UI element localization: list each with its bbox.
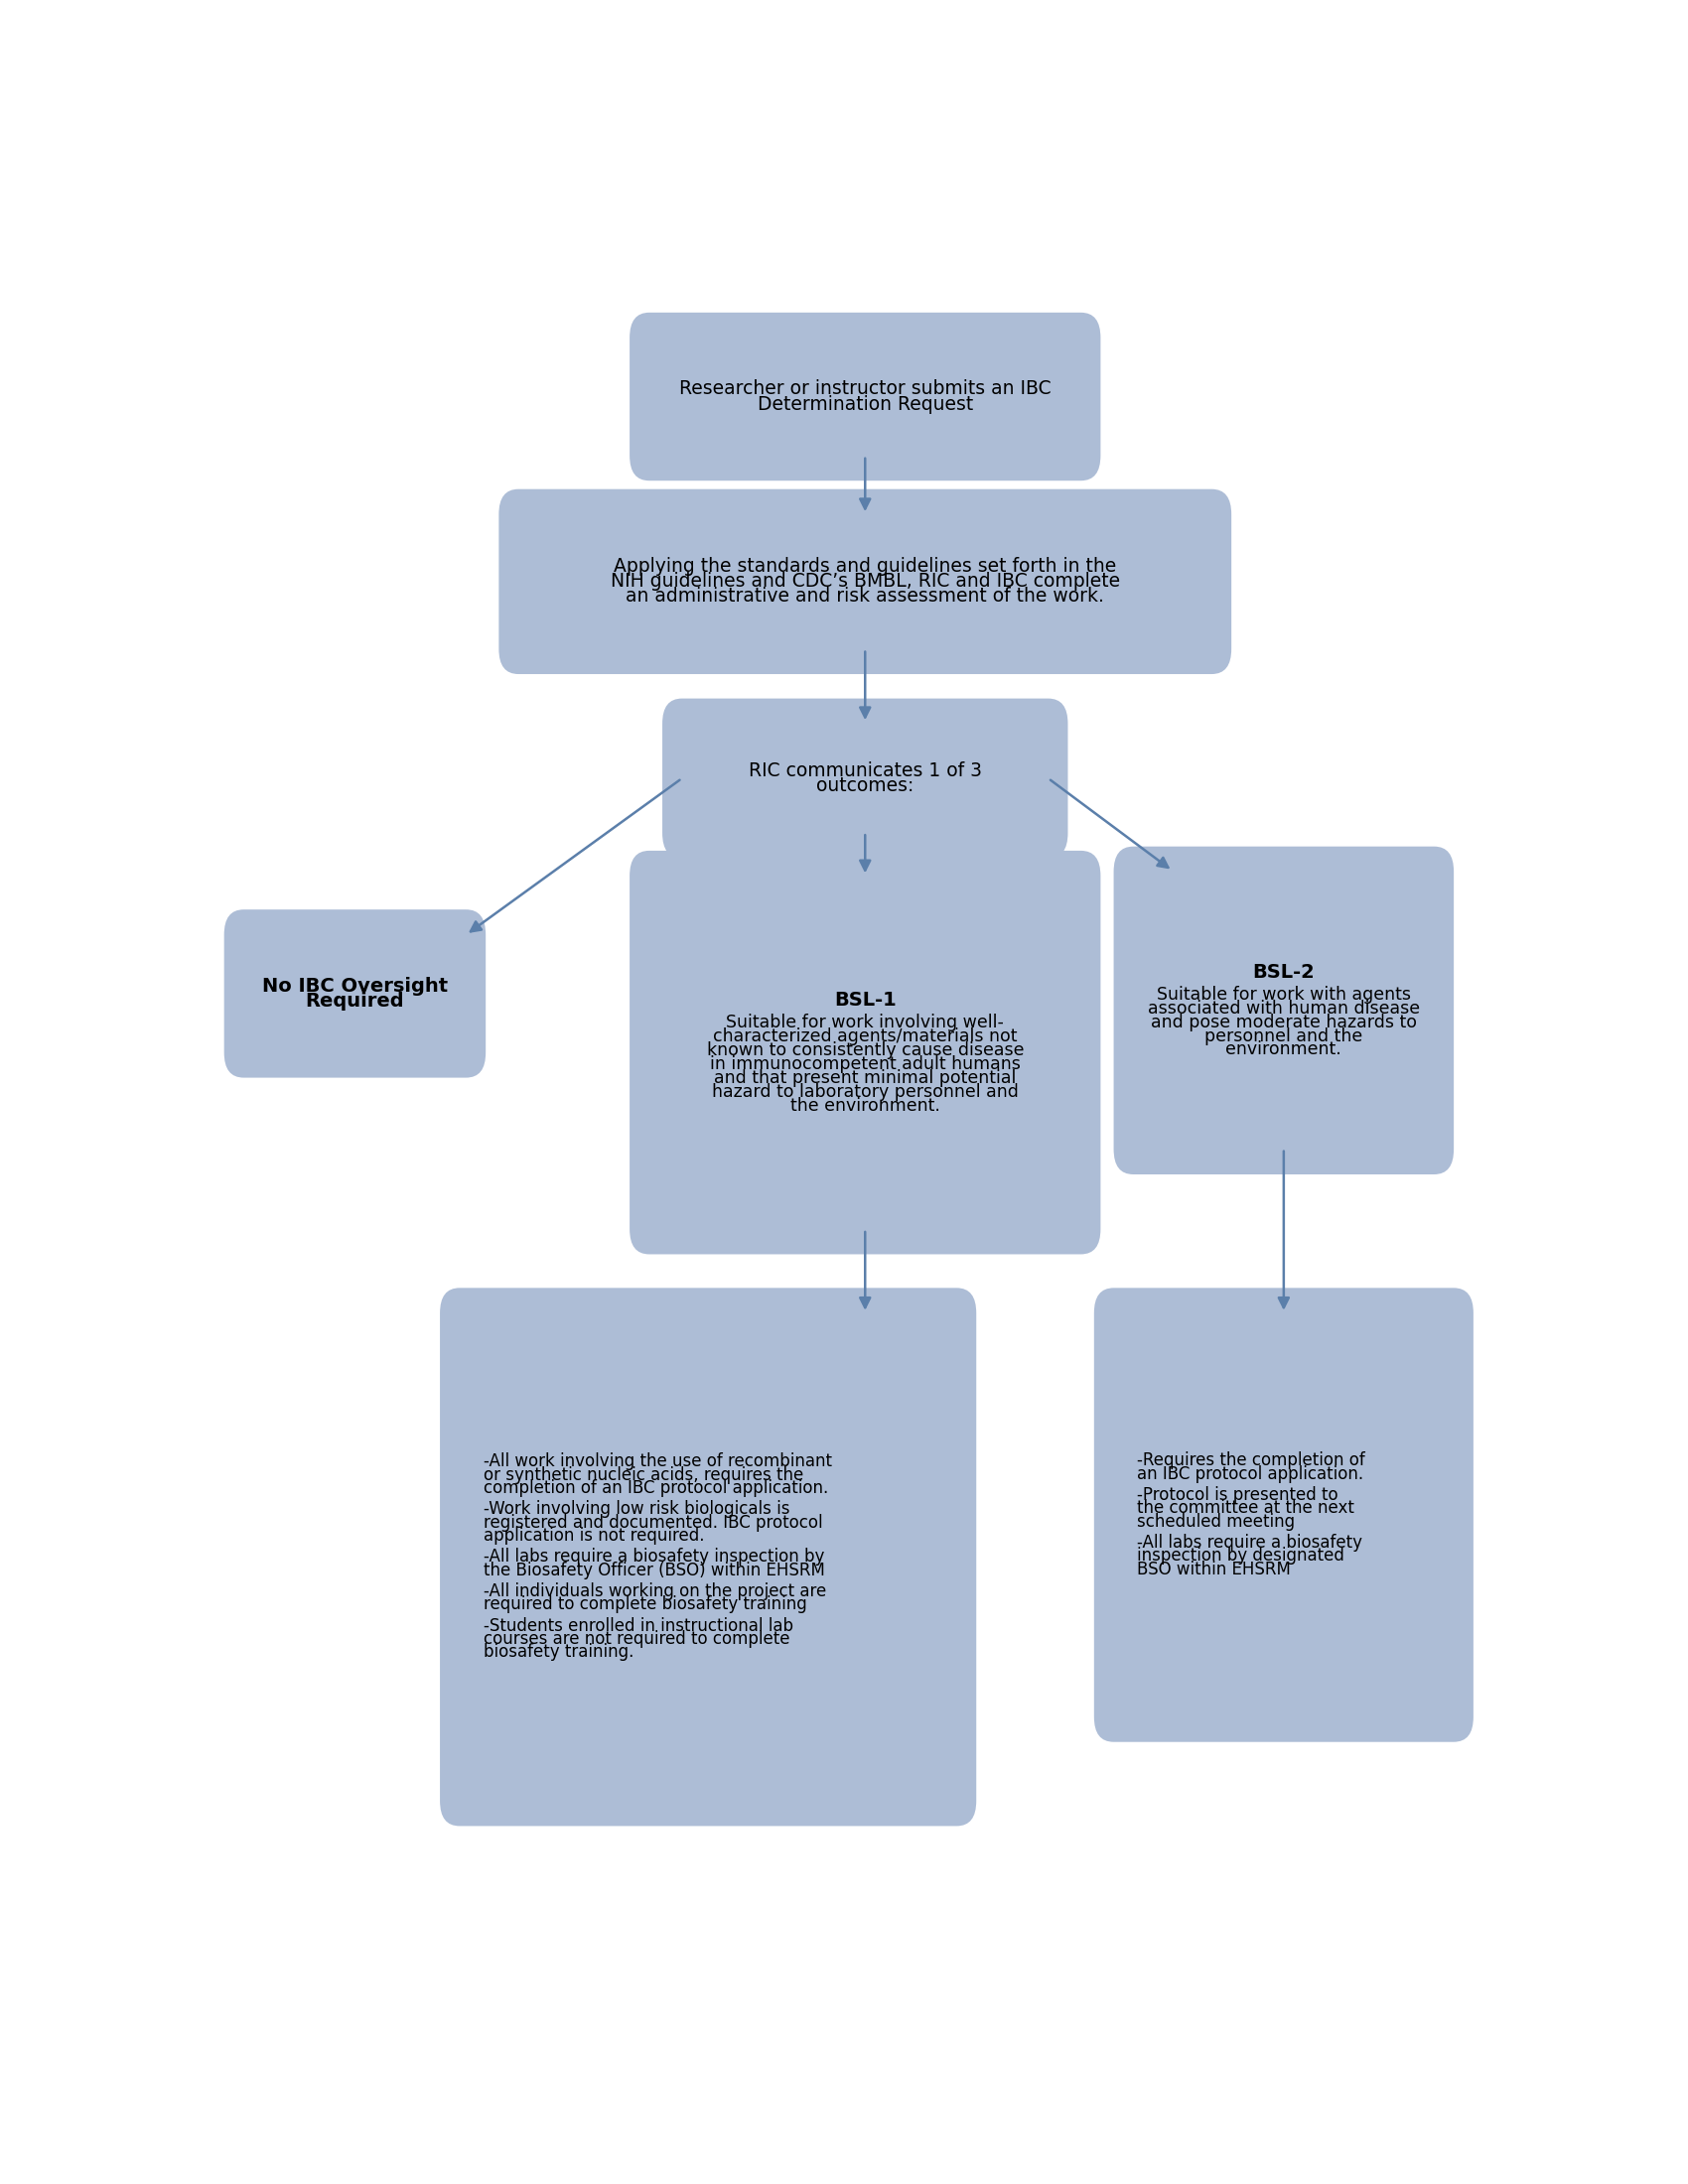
Text: courses are not required to complete: courses are not required to complete (483, 1629, 790, 1649)
Text: Researcher or instructor submits an IBC: Researcher or instructor submits an IBC (679, 380, 1052, 397)
Text: personnel and the: personnel and the (1205, 1026, 1362, 1044)
FancyBboxPatch shape (441, 1289, 976, 1826)
Text: Applying the standards and guidelines set forth in the: Applying the standards and guidelines se… (614, 557, 1116, 577)
Text: hazard to laboratory personnel and: hazard to laboratory personnel and (712, 1083, 1018, 1101)
Text: NIH guidelines and CDC’s BMBL, RIC and IBC complete: NIH guidelines and CDC’s BMBL, RIC and I… (611, 572, 1119, 592)
Text: application is not required.: application is not required. (483, 1527, 704, 1544)
Text: BSL-2: BSL-2 (1252, 963, 1315, 981)
Text: the Biosafety Officer (BSO) within EHSRM: the Biosafety Officer (BSO) within EHSRM (483, 1562, 824, 1579)
Text: Determination Request: Determination Request (758, 395, 972, 413)
Text: -Protocol is presented to: -Protocol is presented to (1138, 1485, 1339, 1505)
Text: or synthetic nucleic acids, requires the: or synthetic nucleic acids, requires the (483, 1465, 803, 1483)
FancyBboxPatch shape (498, 489, 1232, 675)
Text: biosafety training.: biosafety training. (483, 1642, 633, 1662)
Text: and that present minimal potential: and that present minimal potential (714, 1068, 1016, 1088)
Text: environment.: environment. (1225, 1042, 1342, 1059)
Text: Suitable for work involving well-: Suitable for work involving well- (726, 1013, 1004, 1031)
Text: BSO within EHSRM: BSO within EHSRM (1138, 1559, 1291, 1579)
Text: No IBC Oversight: No IBC Oversight (262, 976, 447, 996)
Text: the committee at the next: the committee at the next (1138, 1500, 1354, 1518)
FancyBboxPatch shape (225, 909, 486, 1077)
Text: completion of an IBC protocol application.: completion of an IBC protocol applicatio… (483, 1479, 827, 1498)
Text: -Work involving low risk biologicals is: -Work involving low risk biologicals is (483, 1500, 790, 1518)
Text: registered and documented. IBC protocol: registered and documented. IBC protocol (483, 1514, 822, 1531)
FancyBboxPatch shape (1114, 847, 1453, 1175)
FancyBboxPatch shape (1094, 1289, 1474, 1743)
FancyBboxPatch shape (630, 850, 1101, 1254)
Text: the environment.: the environment. (790, 1096, 940, 1114)
FancyBboxPatch shape (630, 312, 1101, 480)
Text: -All individuals working on the project are: -All individuals working on the project … (483, 1583, 825, 1601)
Text: an IBC protocol application.: an IBC protocol application. (1138, 1465, 1364, 1483)
Text: in immunocompetent adult humans: in immunocompetent adult humans (709, 1055, 1021, 1072)
Text: required to complete biosafety training: required to complete biosafety training (483, 1597, 807, 1614)
Text: characterized agents/materials not: characterized agents/materials not (712, 1026, 1018, 1046)
Text: -All labs require a biosafety inspection by: -All labs require a biosafety inspection… (483, 1548, 824, 1566)
Text: -All labs require a biosafety: -All labs require a biosafety (1138, 1533, 1362, 1551)
Text: outcomes:: outcomes: (817, 775, 913, 795)
Text: BSL-1: BSL-1 (834, 992, 896, 1009)
Text: RIC communicates 1 of 3: RIC communicates 1 of 3 (748, 762, 982, 780)
Text: -Requires the completion of: -Requires the completion of (1138, 1452, 1366, 1470)
Text: -All work involving the use of recombinant: -All work involving the use of recombina… (483, 1452, 832, 1470)
Text: Required: Required (306, 992, 405, 1011)
Text: known to consistently cause disease: known to consistently cause disease (707, 1042, 1023, 1059)
Text: -Students enrolled in instructional lab: -Students enrolled in instructional lab (483, 1616, 793, 1634)
FancyBboxPatch shape (662, 699, 1069, 858)
Text: and pose moderate hazards to: and pose moderate hazards to (1151, 1013, 1416, 1031)
Text: scheduled meeting: scheduled meeting (1138, 1514, 1295, 1531)
Text: an administrative and risk assessment of the work.: an administrative and risk assessment of… (626, 587, 1104, 605)
Text: associated with human disease: associated with human disease (1148, 1000, 1420, 1018)
Text: Suitable for work with agents: Suitable for work with agents (1156, 985, 1411, 1002)
Text: inspection by designated: inspection by designated (1138, 1546, 1345, 1566)
